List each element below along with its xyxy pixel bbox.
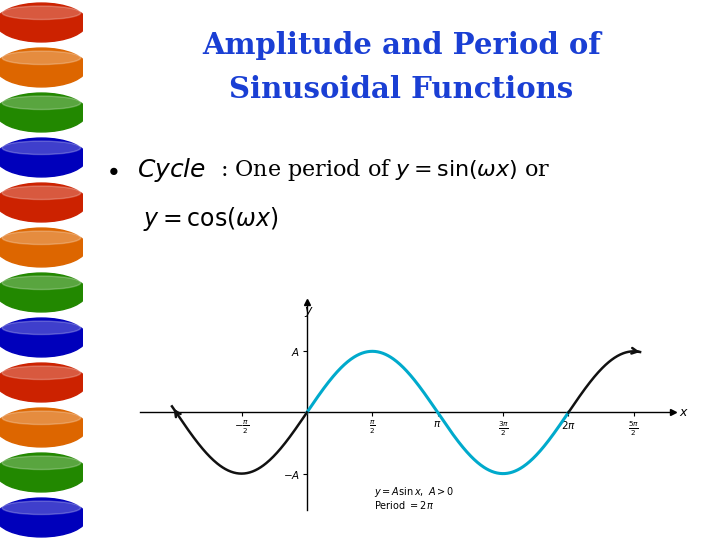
Ellipse shape <box>0 408 87 447</box>
Ellipse shape <box>2 51 81 64</box>
Text: Sinusoidal Functions: Sinusoidal Functions <box>229 75 574 104</box>
Ellipse shape <box>2 231 81 245</box>
Text: Period $= 2\pi$: Period $= 2\pi$ <box>374 500 434 511</box>
Ellipse shape <box>0 93 87 132</box>
Text: $y = A\sin x,\ A > 0$: $y = A\sin x,\ A > 0$ <box>374 484 454 498</box>
Ellipse shape <box>2 501 81 515</box>
Text: $y$: $y$ <box>304 306 314 320</box>
Ellipse shape <box>0 363 87 402</box>
Ellipse shape <box>2 456 81 469</box>
Ellipse shape <box>2 366 81 380</box>
Ellipse shape <box>2 141 81 154</box>
Ellipse shape <box>0 183 87 222</box>
Ellipse shape <box>2 96 81 110</box>
Ellipse shape <box>0 498 87 537</box>
Text: : One period of $y = \sin(\omega x)$ or: : One period of $y = \sin(\omega x)$ or <box>220 157 550 183</box>
Text: Amplitude and Period of: Amplitude and Period of <box>202 31 600 60</box>
Text: $\mathit{Cycle}$: $\mathit{Cycle}$ <box>137 156 206 184</box>
Ellipse shape <box>2 6 81 19</box>
Text: $x$: $x$ <box>680 406 689 419</box>
Ellipse shape <box>0 273 87 312</box>
Ellipse shape <box>2 411 81 424</box>
Ellipse shape <box>0 228 87 267</box>
Ellipse shape <box>0 453 87 492</box>
Ellipse shape <box>2 321 81 334</box>
Text: $\bullet$: $\bullet$ <box>105 158 119 182</box>
Ellipse shape <box>0 138 87 177</box>
Text: $y = \cos(\omega x)$: $y = \cos(\omega x)$ <box>143 205 279 233</box>
Ellipse shape <box>0 3 87 42</box>
Ellipse shape <box>2 186 81 199</box>
Ellipse shape <box>2 276 81 289</box>
Ellipse shape <box>0 48 87 87</box>
Ellipse shape <box>0 318 87 357</box>
